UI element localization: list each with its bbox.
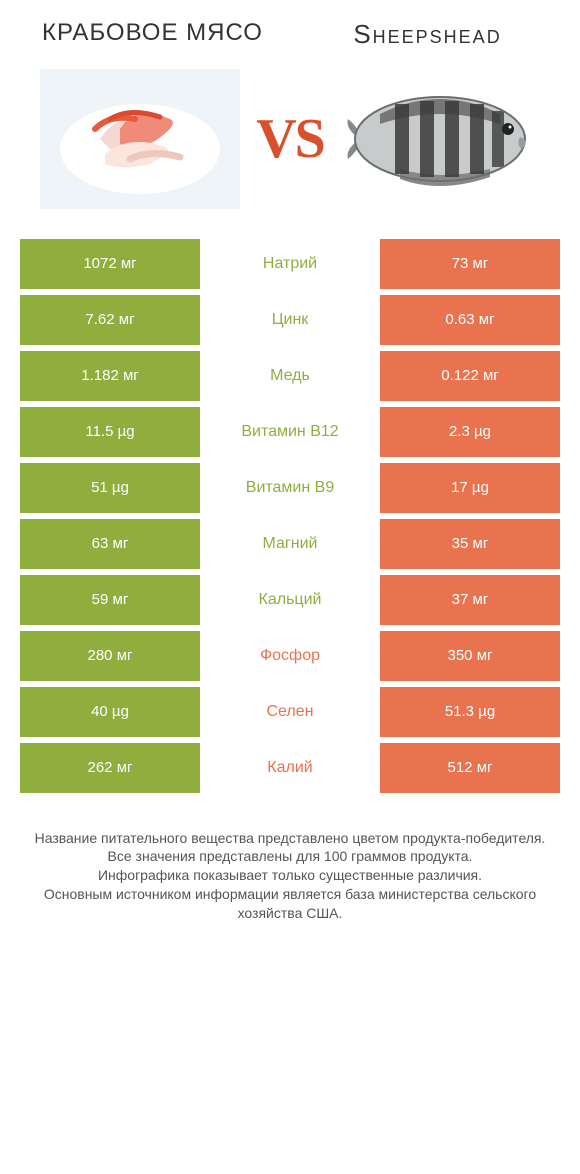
crab-meat-icon [40,69,240,209]
table-row: 51 µgВитамин B917 µg [20,463,560,513]
left-value-cell: 262 мг [20,743,200,793]
nutrient-label: Селен [200,687,380,737]
table-row: 7.62 мгЦинк0.63 мг [20,295,560,345]
left-product-title: Крабовое мясо [40,20,265,46]
right-value-cell: 17 µg [380,463,560,513]
left-product-image [40,69,240,209]
table-row: 1.182 мгМедь0.122 мг [20,351,560,401]
nutrient-label: Кальций [200,575,380,625]
right-value-cell: 51.3 µg [380,687,560,737]
nutrient-label: Калий [200,743,380,793]
left-value-cell: 63 мг [20,519,200,569]
table-row: 262 мгКалий512 мг [20,743,560,793]
nutrient-label: Медь [200,351,380,401]
nutrient-label: Витамин B12 [200,407,380,457]
nutrient-label: Натрий [200,239,380,289]
table-row: 280 мгФосфор350 мг [20,631,560,681]
right-value-cell: 0.63 мг [380,295,560,345]
nutrient-label: Цинк [200,295,380,345]
left-value-cell: 59 мг [20,575,200,625]
footer-line: Инфографика показывает только существенн… [30,866,550,885]
left-value-cell: 1072 мг [20,239,200,289]
sheepshead-fish-icon [340,79,540,199]
nutrient-label: Магний [200,519,380,569]
comparison-table: 1072 мгНатрий73 мг 7.62 мгЦинк0.63 мг 1.18… [20,239,560,793]
images-row: VS [20,59,560,239]
left-value-cell: 7.62 мг [20,295,200,345]
footer-line: Основным источником информации является … [30,885,550,923]
left-value-cell: 11.5 µg [20,407,200,457]
right-value-cell: 0.122 мг [380,351,560,401]
left-value-cell: 1.182 мг [20,351,200,401]
right-value-cell: 37 мг [380,575,560,625]
header-row: Крабовое мясо Sheepshead [20,20,560,59]
right-product-title: Sheepshead [315,20,540,49]
left-value-cell: 40 µg [20,687,200,737]
footer-text: Название питательного вещества представл… [20,799,560,923]
table-row: 63 мгМагний35 мг [20,519,560,569]
nutrient-label: Витамин B9 [200,463,380,513]
table-row: 59 мгКальций37 мг [20,575,560,625]
left-value-cell: 280 мг [20,631,200,681]
right-value-cell: 350 мг [380,631,560,681]
right-value-cell: 73 мг [380,239,560,289]
table-row: 40 µgСелен51.3 µg [20,687,560,737]
table-row: 1072 мгНатрий73 мг [20,239,560,289]
left-value-cell: 51 µg [20,463,200,513]
table-row: 11.5 µgВитамин B122.3 µg [20,407,560,457]
right-value-cell: 512 мг [380,743,560,793]
nutrient-label: Фосфор [200,631,380,681]
infographic-container: Крабовое мясо Sheepshead VS [0,0,580,953]
right-product-image [340,69,540,209]
footer-line: Все значения представлены для 100 граммо… [30,847,550,866]
vs-label: VS [256,107,324,171]
footer-line: Название питательного вещества представл… [30,829,550,848]
right-value-cell: 35 мг [380,519,560,569]
right-value-cell: 2.3 µg [380,407,560,457]
